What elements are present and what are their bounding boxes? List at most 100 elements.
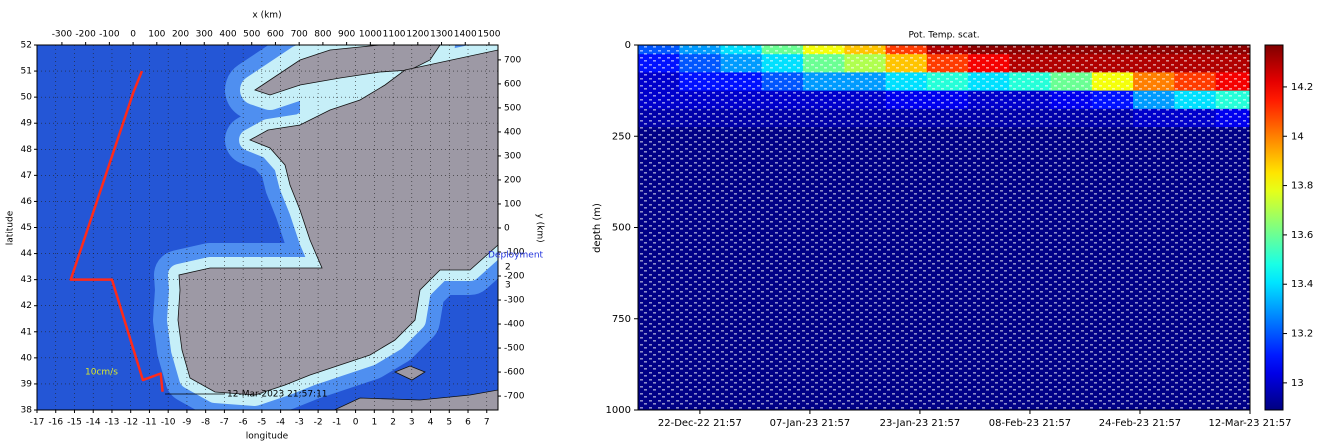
colorbar-tick-label: 14.2 — [1291, 82, 1313, 93]
x-tick-label: 0 — [353, 418, 359, 428]
y2-tick-label: 700 — [504, 55, 521, 65]
y2-tick-label: 500 — [504, 103, 521, 113]
y2-tick-label: 200 — [504, 175, 521, 185]
y2-tick-label: -300 — [504, 296, 525, 306]
x2-tick-label: 200 — [172, 30, 189, 40]
y-tick-label: 42 — [21, 301, 32, 311]
y2-tick-label: -400 — [504, 320, 525, 330]
colorbar-tick-label: 13.6 — [1291, 230, 1313, 241]
x-tick-label: -9 — [182, 418, 191, 428]
x2-label: x (km) — [252, 11, 281, 21]
x-tick-label: 22-Dec-22 21:57 — [658, 418, 742, 429]
x-tick-label: -14 — [86, 418, 101, 428]
x-tick-label: -5 — [257, 418, 266, 428]
x-tick-label: 2 — [390, 418, 396, 428]
y-tick-label: 45 — [21, 223, 32, 233]
colorbar-tick-label: 13.4 — [1291, 279, 1313, 290]
x-tick-label: -16 — [48, 418, 63, 428]
y-tick-label: 49 — [21, 119, 33, 129]
x-tick-label: 5 — [446, 418, 452, 428]
x-label: longitude — [246, 432, 289, 442]
y2-tick-label: 400 — [504, 127, 521, 137]
x-tick-label: -6 — [239, 418, 248, 428]
y2-label: y (km) — [535, 213, 545, 242]
y-tick-label: 43 — [21, 275, 32, 285]
plot-frame — [637, 44, 1251, 411]
y2-tick-label: 0 — [504, 223, 510, 233]
y-tick-label: 500 — [612, 223, 631, 234]
x-tick-label: 3 — [409, 418, 415, 428]
x-tick-label: 12-Mar-23 21:57 — [1209, 418, 1292, 429]
y-label: depth (m) — [592, 203, 603, 253]
y-tick-label: 250 — [612, 131, 631, 142]
y2-tick-label: -600 — [504, 368, 525, 378]
map-base — [37, 45, 498, 410]
x2-tick-label: -200 — [75, 30, 96, 40]
x-tick-label: 7 — [484, 418, 490, 428]
x-tick-label: -1 — [332, 418, 341, 428]
annotation: 12-Mar-2023 21:57:11 — [227, 390, 328, 400]
y2-tick-label: 300 — [504, 151, 521, 161]
y2-tick-label: -100 — [504, 247, 525, 257]
x2-tick-label: 700 — [291, 30, 308, 40]
x2-tick-label: 1200 — [406, 30, 429, 40]
x2-tick-label: 0 — [130, 30, 136, 40]
y-tick-label: 41 — [21, 327, 32, 337]
x-tick-label: -2 — [314, 418, 323, 428]
x2-tick-label: 1400 — [454, 30, 477, 40]
x-tick-label: -17 — [30, 418, 45, 428]
x2-tick-label: 300 — [196, 30, 213, 40]
y-tick-label: 47 — [21, 171, 32, 181]
y2-tick-label: -500 — [504, 344, 525, 354]
x2-tick-label: 1300 — [430, 30, 453, 40]
x-tick-label: -8 — [201, 418, 210, 428]
x2-tick-label: 500 — [243, 30, 260, 40]
y-tick-label: 51 — [21, 67, 32, 77]
x-tick-label: -10 — [161, 418, 176, 428]
y-tick-label: 48 — [21, 145, 33, 155]
annotation: Deployment — [488, 251, 544, 261]
x-tick-label: 24-Feb-23 21:57 — [1099, 418, 1181, 429]
y-tick-label: 40 — [21, 353, 33, 363]
x2-tick-label: -100 — [99, 30, 120, 40]
y-tick-label: 52 — [21, 41, 32, 51]
x-tick-label: -4 — [276, 418, 285, 428]
y-tick-label: 0 — [625, 40, 631, 51]
y2-tick-label: -700 — [504, 392, 525, 402]
y-tick-label: 1000 — [606, 405, 631, 416]
y-tick-label: 750 — [612, 314, 631, 325]
x-tick-label: 23-Jan-23 21:57 — [880, 418, 961, 429]
colorbar-tick-label: 13.2 — [1291, 329, 1313, 340]
annotation: 10cm/s — [85, 368, 118, 378]
colorbar — [1264, 44, 1284, 411]
x2-tick-label: 1100 — [383, 30, 406, 40]
y-tick-label: 38 — [21, 406, 33, 416]
y-label: latitude — [6, 210, 16, 245]
x-tick-label: -11 — [142, 418, 157, 428]
x-tick-label: -7 — [220, 418, 229, 428]
x2-tick-label: 900 — [338, 30, 355, 40]
colorbar-tick-label: 13 — [1291, 378, 1304, 389]
x-tick-label: -13 — [105, 418, 120, 428]
y-tick-label: 44 — [21, 249, 33, 259]
x2-tick-label: 100 — [148, 30, 165, 40]
map-frame — [36, 44, 499, 411]
x-tick-label: 07-Jan-23 21:57 — [770, 418, 851, 429]
x-tick-label: 4 — [428, 418, 434, 428]
x-tick-label: -3 — [295, 418, 304, 428]
y-tick-label: 46 — [21, 197, 33, 207]
chart-title: Pot. Temp. scat. — [908, 31, 979, 41]
x2-tick-label: 600 — [267, 30, 284, 40]
x2-tick-label: 400 — [219, 30, 236, 40]
track-line — [69, 70, 164, 392]
heat-axes: 22-Dec-22 21:57 07-Jan-23 21:57 23-Jan-23 … — [606, 40, 1292, 429]
x-tick-label: 1 — [371, 418, 377, 428]
y2-tick-label: 100 — [504, 199, 521, 209]
y-tick-label: 50 — [21, 93, 33, 103]
x-tick-label: -12 — [123, 418, 138, 428]
x-tick-label: 08-Feb-23 21:57 — [989, 418, 1071, 429]
y2-tick-label: -200 — [504, 272, 525, 282]
x2-tick-label: 1500 — [478, 30, 501, 40]
